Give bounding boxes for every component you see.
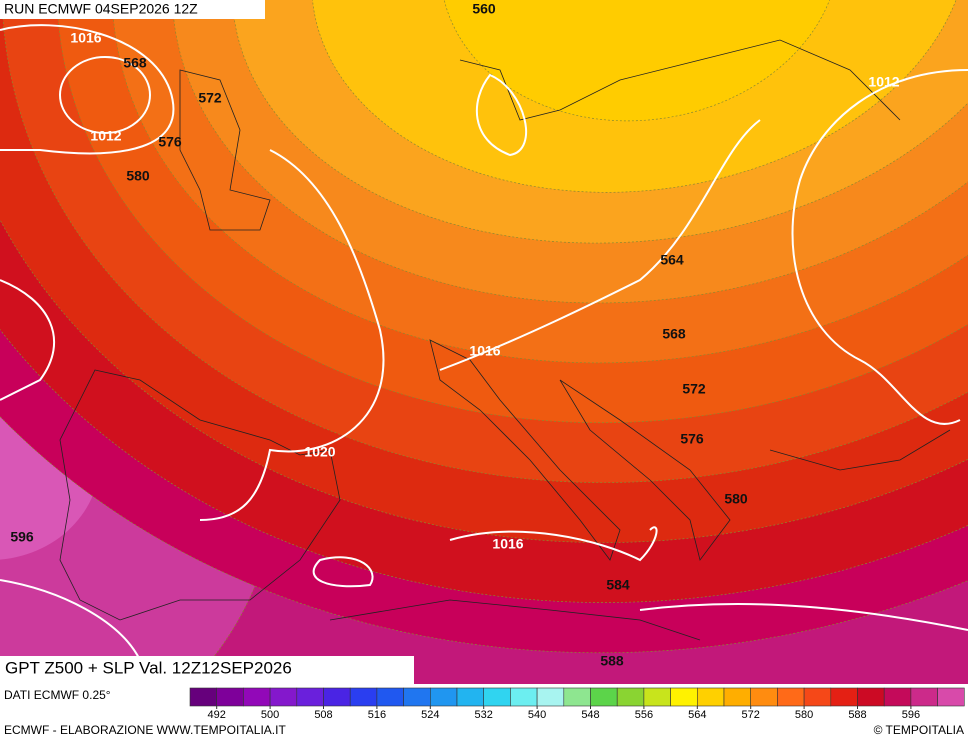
colorbar-cell [696, 687, 725, 707]
colorbar-tick-label: 588 [848, 709, 866, 721]
colorbar-cell [243, 687, 271, 707]
band [440, 0, 840, 122]
colorbar-cell [830, 687, 858, 707]
colorbar-cell [616, 687, 645, 707]
height-label: 572 [198, 90, 222, 106]
colorbar-cell [750, 687, 778, 707]
pressure-label: 1016 [492, 536, 523, 552]
height-label: 572 [682, 381, 706, 397]
colorbar-cell [857, 687, 885, 707]
pressure-labels: 1016 1012 1012 1016 1020 1016 [70, 30, 899, 552]
colorbar-cell [323, 687, 351, 707]
colorbar-cell [723, 687, 752, 707]
colorbar-cell [216, 687, 244, 707]
height-label: 568 [662, 326, 686, 342]
colorbar-tick-label: 572 [742, 709, 760, 721]
colorbar-cell [777, 687, 805, 707]
colorbar-cell [403, 687, 431, 707]
colorbar-tick-label: 516 [368, 709, 386, 721]
colorbar-tick-label: 492 [208, 709, 226, 721]
copyright: © TEMPOITALIA [874, 723, 964, 737]
pressure-label: 1012 [868, 74, 899, 90]
colorbar-tick-label: 508 [314, 709, 332, 721]
colorbar-tick-label: 524 [421, 709, 439, 721]
colorbar-cell [937, 687, 965, 707]
band [311, 0, 968, 193]
height-label: 576 [680, 431, 704, 447]
colorbar-tick-label: 556 [635, 709, 653, 721]
colorbar-cell [376, 687, 404, 707]
colorbar-tick-label: 564 [688, 709, 706, 721]
colorbar-cell [670, 687, 698, 707]
colorbar-cell [296, 687, 324, 707]
height-label: 560 [472, 1, 496, 17]
pressure-label: 1012 [90, 128, 121, 144]
height-label: 568 [123, 55, 147, 71]
height-label: 580 [126, 168, 150, 184]
colorbar-tick-label: 596 [902, 709, 920, 721]
height-label: 564 [660, 252, 684, 268]
colorbar-cell [429, 687, 458, 707]
colorbar-cell [803, 687, 832, 707]
pressure-label: 1020 [304, 444, 335, 460]
caption-box [0, 656, 414, 684]
isobars [0, 24, 968, 661]
colorbar-cell [910, 687, 938, 707]
colorbar-tick-label: 500 [261, 709, 279, 721]
data-source: DATI ECMWF 0.25° [4, 688, 111, 702]
caption: GPT Z500 + SLP Val. 12Z12SEP2026 [5, 658, 292, 677]
height-label: 576 [158, 134, 182, 150]
colorbar-tick-label: 532 [475, 709, 493, 721]
colorbar-cell [883, 687, 912, 707]
height-label: 584 [606, 577, 630, 593]
colorbar-cell [536, 687, 565, 707]
colorbar-cell [563, 687, 591, 707]
colorbar: 492 500 508 516 524 532 540 548 556 564 572 580 588 5… [189, 687, 965, 721]
pressure-label: 1016 [469, 343, 500, 359]
colorbar-tick-label: 548 [581, 709, 599, 721]
colorbar-tick-label: 580 [795, 709, 813, 721]
credit: ECMWF - ELABORAZIONE WWW.TEMPOITALIA.IT [4, 723, 286, 737]
colorbar-cell [590, 687, 618, 707]
colorbar-cell [483, 687, 511, 707]
run-label: RUN ECMWF 04SEP2026 12Z [4, 1, 198, 17]
pressure-label: 1016 [70, 30, 101, 46]
height-label: 580 [724, 491, 748, 507]
colorbar-cell [269, 687, 298, 707]
colorbar-cell [456, 687, 485, 707]
colorbar-cell [510, 687, 538, 707]
colorbar-cell [189, 687, 218, 707]
height-labels: 560 568 572 576 580 564 568 572 576 580 … [10, 1, 748, 669]
height-label: 596 [10, 529, 34, 545]
colorbar-cell [349, 687, 378, 707]
colorbar-tick-label: 540 [528, 709, 546, 721]
height-label: 588 [600, 653, 624, 669]
colorbar-cell [643, 687, 671, 707]
header-box [0, 0, 265, 19]
